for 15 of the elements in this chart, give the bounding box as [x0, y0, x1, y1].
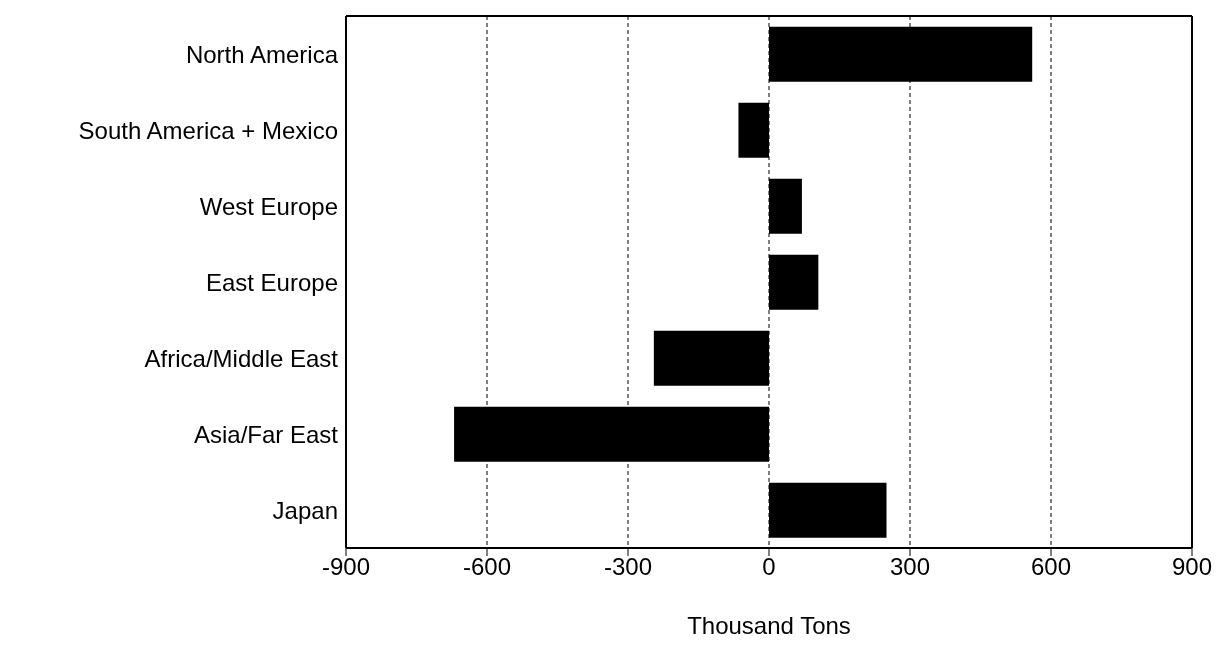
y-tick-label: North America: [185, 40, 339, 68]
x-tick-label: 0: [762, 553, 776, 581]
y-tick-label: Japan: [272, 496, 338, 524]
y-tick-label: Africa/Middle East: [144, 344, 339, 372]
x-tick-label: 900: [1171, 553, 1213, 581]
x-tick-label: 600: [1030, 553, 1072, 581]
x-axis-title: Thousand Tons: [687, 612, 851, 639]
y-tick-label: West Europe: [199, 192, 338, 220]
y-tick-label: East Europe: [205, 268, 338, 296]
y-tick-label: Asia/Far East: [193, 420, 339, 448]
x-tick-label: 300: [889, 553, 931, 581]
x-tick-label: -300: [603, 553, 653, 581]
x-tick-label: -900: [321, 553, 371, 581]
y-tick-label: South America + Mexico: [78, 116, 338, 144]
x-tick-label: -600: [462, 553, 512, 581]
